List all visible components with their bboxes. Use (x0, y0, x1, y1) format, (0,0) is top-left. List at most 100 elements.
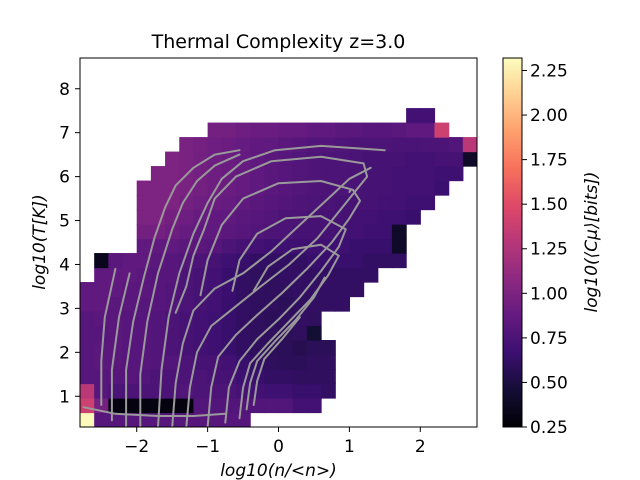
heatmap-cell (207, 325, 223, 341)
heatmap-cell (207, 267, 223, 283)
heatmap-cell (363, 151, 379, 167)
heatmap-cell (150, 311, 166, 327)
heatmap-cell (94, 325, 109, 341)
heatmap-cell (306, 166, 322, 182)
heatmap-cell (377, 137, 393, 153)
heatmap-cell (165, 340, 180, 356)
heatmap-cell (136, 209, 152, 225)
contour-line (348, 188, 352, 193)
heatmap-cell (108, 253, 124, 269)
heatmap-cell (349, 267, 365, 283)
heatmap-cell (221, 195, 237, 211)
heatmap-cell (179, 296, 195, 312)
heatmap-cell (221, 296, 237, 312)
heatmap-cell (448, 151, 464, 167)
heatmap-cell (292, 238, 308, 254)
heatmap-cell (406, 108, 421, 124)
heatmap-cell (391, 137, 407, 153)
heatmap-cell (363, 267, 379, 283)
colorbar-tick-label: 0.25 (530, 418, 568, 438)
heatmap-cell (150, 296, 166, 312)
heatmap-cell (150, 195, 166, 211)
heatmap-cell (221, 340, 237, 356)
heatmap-cell (122, 398, 138, 414)
heatmap-cell (377, 180, 393, 196)
heatmap-cell (448, 137, 464, 153)
y-tick-label: 6 (59, 168, 70, 188)
heatmap-cell (292, 325, 308, 341)
heatmap-cell (94, 412, 109, 427)
heatmap-cell (221, 238, 237, 254)
heatmap-cell (193, 137, 209, 153)
heatmap-cell (306, 311, 322, 327)
heatmap-cell (349, 137, 365, 153)
heatmap-cell (391, 122, 407, 138)
heatmap-cell (306, 398, 322, 414)
heatmap-cell (235, 296, 251, 312)
heatmap-cell (363, 238, 379, 254)
heatmap-cell (335, 296, 350, 312)
heatmap-cell (179, 151, 195, 167)
heatmap-cell (306, 195, 322, 211)
heatmap-cell (306, 369, 322, 385)
x-tick-label: 0 (273, 437, 284, 457)
heatmap-cell (221, 137, 237, 153)
heatmap-cell (377, 224, 393, 240)
heatmap-cell (250, 398, 265, 414)
heatmap-cell (406, 151, 421, 167)
heatmap-cell (221, 354, 237, 370)
heatmap-cell (306, 354, 322, 370)
heatmap-cell (264, 383, 280, 399)
heatmap-cell (250, 224, 265, 240)
heatmap-cell (136, 224, 152, 240)
heatmap-cell (94, 282, 109, 298)
heatmap-cell (448, 166, 464, 182)
heatmap-cell (349, 166, 365, 182)
heatmap-cell (292, 398, 308, 414)
contour-line (245, 276, 326, 411)
heatmap-cell (235, 282, 251, 298)
heatmap-cell (349, 122, 365, 138)
heatmap-cell (235, 122, 251, 138)
heatmap-cell (207, 369, 223, 385)
heatmap-cell (150, 253, 166, 269)
contour-line (171, 166, 372, 427)
heatmap-cell (363, 180, 379, 196)
y-tick-label: 4 (59, 255, 70, 275)
contour-line (125, 149, 241, 427)
heatmap-cell (335, 180, 350, 196)
heatmap-cell (136, 296, 152, 312)
y-tick-label: 1 (59, 387, 70, 407)
heatmap-cell (193, 311, 209, 327)
heatmap-cell (150, 369, 166, 385)
heatmap-cell (349, 282, 365, 298)
heatmap-cell (420, 122, 436, 138)
heatmap-cell (420, 151, 436, 167)
heatmap-cell (349, 195, 365, 211)
heatmap-cell (250, 122, 265, 138)
heatmap-cell (250, 137, 265, 153)
heatmap-cell (193, 253, 209, 269)
heatmap-cell (80, 311, 95, 327)
heatmap-cell (391, 151, 407, 167)
heatmap-cell (221, 253, 237, 269)
heatmap-cell (363, 224, 379, 240)
heatmap-cell (306, 282, 322, 298)
heatmap-cell (235, 137, 251, 153)
heatmap-cell (363, 209, 379, 225)
heatmap-cell (321, 166, 336, 182)
heatmap-cell (193, 166, 209, 182)
y-axis-ticks: 1 2 3 4 5 6 7 8 (59, 80, 80, 407)
heatmap-cell (221, 180, 237, 196)
heatmap-cell (321, 340, 336, 356)
heatmap-cell (335, 166, 350, 182)
heatmap-cell (292, 383, 308, 399)
heatmap-cell (264, 296, 280, 312)
heatmap-cell (150, 238, 166, 254)
heatmap-cell (193, 340, 209, 356)
heatmap-cell (207, 398, 223, 414)
contour-line (110, 272, 131, 422)
heatmap-cell (150, 166, 166, 182)
colorbar (502, 57, 523, 428)
